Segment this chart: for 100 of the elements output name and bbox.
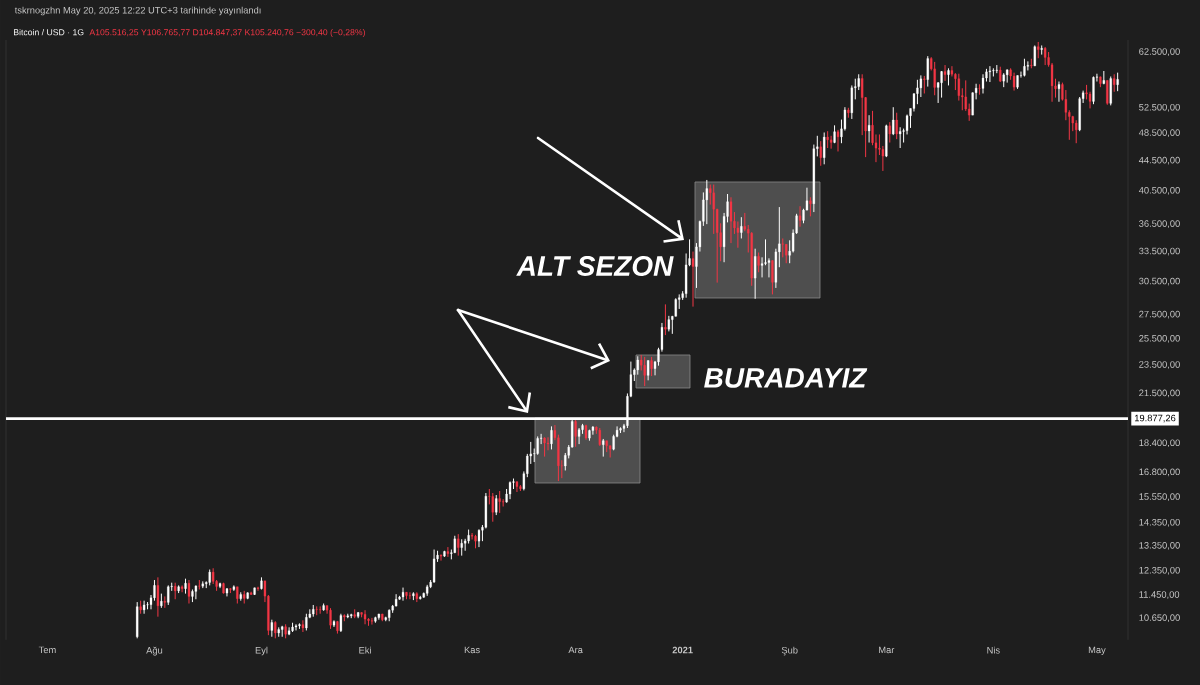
candlestick: [508, 480, 512, 500]
candlestick: [291, 622, 294, 633]
candlestick: [415, 591, 418, 603]
candlestick: [1109, 75, 1112, 106]
candlestick: [329, 607, 332, 630]
candlestick: [826, 130, 829, 149]
candlestick: [298, 622, 301, 630]
candlestick: [995, 64, 998, 74]
candlestick: [249, 591, 253, 596]
candlestick: [208, 569, 211, 586]
candlestick: [174, 582, 177, 600]
candlestick: [401, 587, 405, 602]
candlestick: [194, 584, 198, 600]
candlestick: [981, 73, 985, 94]
y-tick-label: 27.500,00: [1139, 310, 1180, 319]
candlestick: [419, 595, 422, 601]
candlestick: [388, 608, 391, 622]
candlestick: [850, 84, 853, 120]
candlestick: [895, 112, 898, 140]
candlestick: [236, 586, 239, 605]
candlestick: [363, 609, 367, 625]
candlestick: [519, 484, 522, 492]
chart-title: Bitcoin / USD · 1G: [13, 28, 84, 36]
candlestick: [1099, 75, 1102, 88]
candlestick: [246, 591, 249, 600]
candlestick: [432, 549, 436, 584]
candlestick: [1002, 72, 1005, 88]
candlestick: [1023, 58, 1026, 77]
candlestick: [256, 586, 260, 592]
candlestick: [964, 79, 967, 112]
candlestick: [712, 184, 715, 235]
x-tick-label: Ağu: [146, 646, 163, 656]
candlestick: [274, 620, 277, 639]
candlestick: [1016, 74, 1019, 90]
candlestick: [588, 429, 591, 442]
candlestick: [136, 601, 139, 639]
candlestick: [926, 55, 929, 88]
candlestick: [405, 591, 408, 600]
candlestick: [619, 426, 622, 434]
x-tick-label: Mar: [879, 646, 895, 654]
candlestick: [1033, 44, 1036, 67]
candlestick: [177, 584, 180, 594]
candlestick: [322, 603, 325, 612]
y-tick-label: 10.650,00: [1139, 614, 1180, 623]
y-tick-label: 16.800,00: [1139, 468, 1180, 477]
candlestick: [1075, 119, 1078, 144]
candlestick: [495, 494, 498, 516]
candlestick: [978, 83, 981, 96]
y-tick-label: 15.550,00: [1139, 493, 1180, 501]
candlestick: [1113, 73, 1116, 93]
candlestick: [294, 623, 298, 631]
candlestick: [605, 440, 608, 453]
candlestick: [270, 619, 273, 638]
candlestick: [277, 626, 280, 638]
candlestick: [885, 124, 888, 158]
candlestick: [899, 126, 902, 149]
candlestick: [847, 107, 850, 119]
candlestick: [142, 600, 146, 615]
candlestick: [1044, 46, 1047, 66]
candlestick: [281, 625, 284, 638]
candlestick: [957, 73, 960, 102]
candlestick: [218, 582, 222, 589]
candlestick: [229, 587, 232, 594]
candlestick: [1012, 72, 1016, 92]
candlestick: [167, 584, 170, 606]
y-tick-label: 11.450,00: [1139, 591, 1180, 599]
candlestick: [491, 492, 494, 523]
candlestick: [836, 129, 840, 152]
candlestick: [1092, 75, 1095, 105]
y-tick-label: 48.500,00: [1138, 129, 1180, 138]
x-tick-label: Ara: [568, 646, 583, 654]
candlestick: [888, 121, 891, 144]
candlestick: [515, 480, 519, 493]
candlestick: [408, 591, 412, 600]
candlestick: [350, 613, 353, 619]
candlestick: [1040, 44, 1043, 56]
candlestick: [284, 623, 287, 639]
candlestick: [923, 75, 926, 94]
y-tick-label: 25.500,00: [1139, 335, 1180, 343]
candlestick: [332, 619, 336, 628]
candlestick: [225, 587, 229, 597]
candlestick: [609, 444, 612, 458]
candlestick: [650, 356, 653, 377]
candlestick: [577, 427, 581, 445]
candlestick: [457, 533, 460, 557]
candlestick: [439, 553, 443, 562]
candlestick: [319, 605, 322, 615]
candlestick: [498, 490, 501, 514]
candlestick: [201, 580, 204, 589]
x-tick-label: Şub: [781, 646, 798, 656]
candlestick: [574, 417, 577, 448]
candlestick: [867, 114, 871, 144]
candlestick: [819, 140, 822, 167]
candlestick: [260, 576, 263, 590]
candlestick: [1116, 72, 1119, 92]
candlestick: [602, 438, 605, 458]
candlestick: [239, 591, 242, 602]
candlestick: [757, 251, 760, 273]
candlestick: [947, 67, 950, 86]
candlestick: [781, 237, 784, 258]
